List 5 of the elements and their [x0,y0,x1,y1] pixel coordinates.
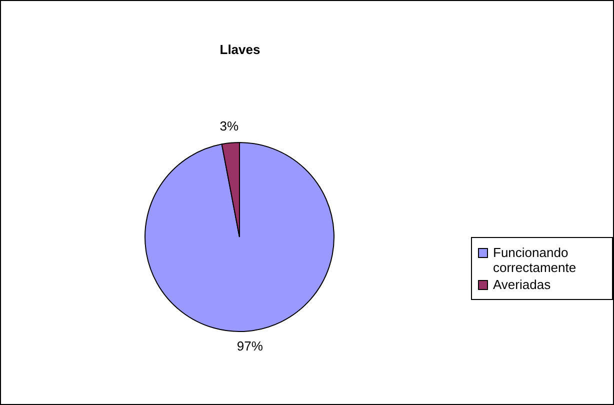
data-label: 97% [236,338,264,354]
chart-title: Llaves [218,42,262,57]
legend-label: Funcionando correctamente [493,245,578,275]
data-label: 3% [220,118,239,134]
legend-label: Averiadas [493,277,551,292]
